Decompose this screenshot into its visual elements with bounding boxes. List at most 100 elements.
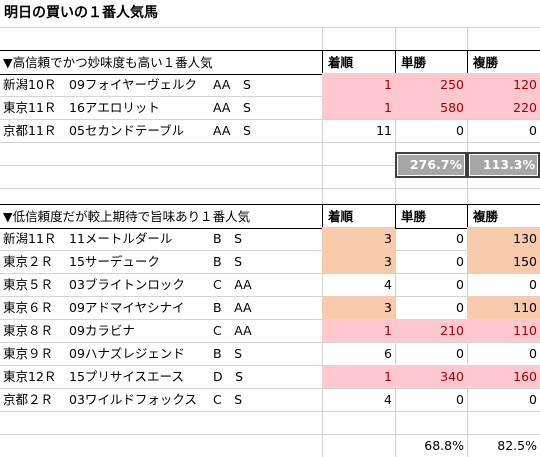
col-header-win[interactable]: 単勝 <box>395 205 467 228</box>
grid-line <box>0 142 540 143</box>
horse-cell[interactable]: 11メートルダール <box>69 231 173 246</box>
win-cell[interactable]: 580 <box>395 96 467 119</box>
race-cell[interactable]: 東京12Ｒ <box>3 369 57 384</box>
win-cell[interactable]: 0 <box>456 254 464 269</box>
rank-cell[interactable]: 1 <box>322 96 395 119</box>
rank-cell[interactable]: 11 <box>376 123 392 138</box>
place-cell[interactable]: 120 <box>467 73 540 96</box>
place-cell[interactable]: 0 <box>529 346 537 361</box>
race-cell[interactable]: 東京５Ｒ <box>3 277 54 292</box>
horse-cell[interactable]: 09アドマイヤシナイ <box>69 300 185 315</box>
place-cell[interactable]: 220 <box>467 96 540 119</box>
grid-line <box>0 188 540 189</box>
place-cell[interactable]: 110 <box>467 296 540 319</box>
low-header-row: ▼低信頼度だが較上期待で旨味あり１番人気 着順 単勝 複勝 <box>0 204 540 229</box>
grid-line <box>0 342 540 343</box>
win-cell[interactable]: 0 <box>456 123 464 138</box>
grid-line <box>0 388 540 389</box>
marks-cell[interactable]: AA S <box>213 100 251 115</box>
col-header-win[interactable]: 単勝 <box>395 51 467 74</box>
table-row: 新潟10Ｒ 09フォイヤーヴェルク AA S 1 250 120 <box>0 73 540 96</box>
place-cell[interactable]: 110 <box>467 319 540 342</box>
marks-cell[interactable]: C AA <box>213 277 252 292</box>
col-header-rank[interactable]: 着順 <box>322 51 395 74</box>
race-cell[interactable]: 東京８Ｒ <box>3 323 54 338</box>
rank-cell[interactable]: 1 <box>322 319 395 342</box>
low-win-return[interactable]: 68.8% <box>424 438 464 453</box>
race-cell[interactable]: 京都２Ｒ <box>3 392 54 407</box>
low-section-heading[interactable]: ▼低信頼度だが較上期待で旨味あり１番人気 <box>3 209 251 224</box>
horse-cell[interactable]: 03ワイルドフォックス <box>69 392 198 407</box>
place-cell[interactable]: 0 <box>529 392 537 407</box>
rank-cell[interactable]: 1 <box>322 365 395 388</box>
grid-line <box>0 250 540 251</box>
marks-cell[interactable]: C S <box>213 392 243 407</box>
race-cell[interactable]: 新潟10Ｒ <box>3 77 57 92</box>
win-cell[interactable]: 250 <box>395 73 467 96</box>
table-row: 東京８Ｒ 09カラビナ C AA 1 210 110 <box>0 319 540 342</box>
marks-cell[interactable]: B S <box>213 346 243 361</box>
sheet-title[interactable]: 明日の買いの１番人気馬 <box>4 5 158 21</box>
marks-cell[interactable]: D S <box>213 369 244 384</box>
rank-cell[interactable]: 3 <box>322 250 395 273</box>
horse-cell[interactable]: 16アエロリット <box>69 100 160 115</box>
win-cell[interactable]: 0 <box>456 231 464 246</box>
win-cell[interactable]: 0 <box>456 277 464 292</box>
horse-cell[interactable]: 15サーデューク <box>69 254 160 269</box>
table-row: 京都２Ｒ 03ワイルドフォックス C S 4 0 0 <box>0 388 540 411</box>
low-place-return[interactable]: 82.5% <box>497 438 537 453</box>
place-cell[interactable]: 0 <box>529 277 537 292</box>
horse-cell[interactable]: 03ブライトンロック <box>69 277 185 292</box>
win-cell[interactable]: 0 <box>456 346 464 361</box>
grid-line <box>0 273 540 274</box>
race-cell[interactable]: 東京６Ｒ <box>3 300 54 315</box>
rank-cell[interactable]: 3 <box>322 227 395 250</box>
rank-cell[interactable]: 4 <box>384 392 392 407</box>
table-row: 東京５Ｒ 03ブライトンロック C AA 4 0 0 <box>0 273 540 296</box>
horse-cell[interactable]: 09カラビナ <box>69 323 135 338</box>
marks-cell[interactable]: B S <box>213 254 243 269</box>
win-cell[interactable]: 210 <box>395 319 467 342</box>
table-row: 東京２Ｒ 15サーデューク B S 3 0 150 <box>0 250 540 273</box>
race-cell[interactable]: 東京２Ｒ <box>3 254 54 269</box>
horse-cell[interactable]: 09フォイヤーヴェルク <box>69 77 198 92</box>
col-header-rank[interactable]: 着順 <box>322 205 395 228</box>
table-row: 東京６Ｒ 09アドマイヤシナイ B AA 3 0 110 <box>0 296 540 319</box>
place-cell[interactable]: 150 <box>467 250 540 273</box>
race-cell[interactable]: 京都11Ｒ <box>3 123 57 138</box>
race-cell[interactable]: 東京11Ｒ <box>3 100 57 115</box>
table-row: 京都11Ｒ 05セカンドテーブル AA S 11 0 0 <box>0 119 540 142</box>
col-header-place[interactable]: 複勝 <box>467 205 540 228</box>
high-header-row: ▼高信頼でかつ妙味度も高い１番人気 着順 単勝 複勝 <box>0 50 540 75</box>
high-win-return[interactable]: 276.7% <box>395 152 467 178</box>
high-place-return[interactable]: 113.3% <box>467 152 540 178</box>
col-header-place[interactable]: 複勝 <box>467 51 540 74</box>
grid-line <box>0 96 540 97</box>
race-cell[interactable]: 新潟11Ｒ <box>3 231 57 246</box>
marks-cell[interactable]: C AA <box>213 323 252 338</box>
grid-line <box>0 27 540 28</box>
rank-cell[interactable]: 1 <box>322 73 395 96</box>
place-cell[interactable]: 160 <box>467 365 540 388</box>
horse-cell[interactable]: 15プリサイスエース <box>69 369 184 384</box>
win-cell[interactable]: 340 <box>395 365 467 388</box>
win-cell[interactable]: 0 <box>456 392 464 407</box>
rank-cell[interactable]: 3 <box>322 296 395 319</box>
grid-line <box>0 365 540 366</box>
race-cell[interactable]: 東京９Ｒ <box>3 346 54 361</box>
rank-cell[interactable]: 4 <box>384 277 392 292</box>
table-row: 東京12Ｒ 15プリサイスエース D S 1 340 160 <box>0 365 540 388</box>
horse-cell[interactable]: 05セカンドテーブル <box>69 123 185 138</box>
win-cell[interactable]: 0 <box>456 300 464 315</box>
grid-line <box>0 411 540 412</box>
place-cell[interactable]: 0 <box>529 123 537 138</box>
marks-cell[interactable]: AA S <box>213 123 251 138</box>
marks-cell[interactable]: AA S <box>213 77 251 92</box>
high-section-heading[interactable]: ▼高信頼でかつ妙味度も高い１番人気 <box>3 55 213 70</box>
marks-cell[interactable]: B AA <box>213 300 252 315</box>
marks-cell[interactable]: B S <box>213 231 243 246</box>
horse-cell[interactable]: 09ハナズレジェンド <box>69 346 185 361</box>
rank-cell[interactable]: 6 <box>384 346 392 361</box>
place-cell[interactable]: 130 <box>467 227 540 250</box>
table-row: 新潟11Ｒ 11メートルダール B S 3 0 130 <box>0 227 540 250</box>
